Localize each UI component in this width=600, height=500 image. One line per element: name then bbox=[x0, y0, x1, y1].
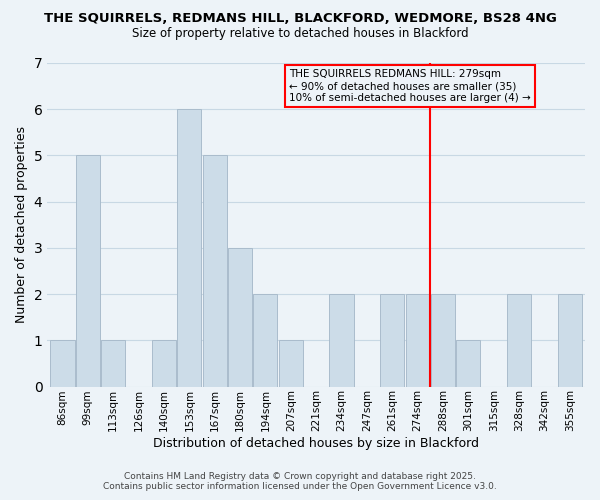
Bar bbox=[380, 294, 404, 386]
Bar bbox=[101, 340, 125, 386]
Bar bbox=[329, 294, 353, 386]
Bar bbox=[50, 340, 74, 386]
Text: THE SQUIRRELS REDMANS HILL: 279sqm
← 90% of detached houses are smaller (35)
10%: THE SQUIRRELS REDMANS HILL: 279sqm ← 90%… bbox=[289, 70, 531, 102]
Bar bbox=[456, 340, 481, 386]
Bar bbox=[507, 294, 531, 386]
Bar bbox=[253, 294, 277, 386]
Bar bbox=[76, 156, 100, 386]
Y-axis label: Number of detached properties: Number of detached properties bbox=[15, 126, 28, 324]
X-axis label: Distribution of detached houses by size in Blackford: Distribution of detached houses by size … bbox=[153, 437, 479, 450]
Text: Contains HM Land Registry data © Crown copyright and database right 2025.
Contai: Contains HM Land Registry data © Crown c… bbox=[103, 472, 497, 491]
Bar bbox=[203, 156, 227, 386]
Bar bbox=[406, 294, 430, 386]
Bar bbox=[279, 340, 303, 386]
Bar bbox=[558, 294, 582, 386]
Bar bbox=[228, 248, 252, 386]
Bar bbox=[152, 340, 176, 386]
Bar bbox=[177, 109, 202, 386]
Text: THE SQUIRRELS, REDMANS HILL, BLACKFORD, WEDMORE, BS28 4NG: THE SQUIRRELS, REDMANS HILL, BLACKFORD, … bbox=[44, 12, 556, 26]
Bar bbox=[431, 294, 455, 386]
Text: Size of property relative to detached houses in Blackford: Size of property relative to detached ho… bbox=[131, 26, 469, 40]
